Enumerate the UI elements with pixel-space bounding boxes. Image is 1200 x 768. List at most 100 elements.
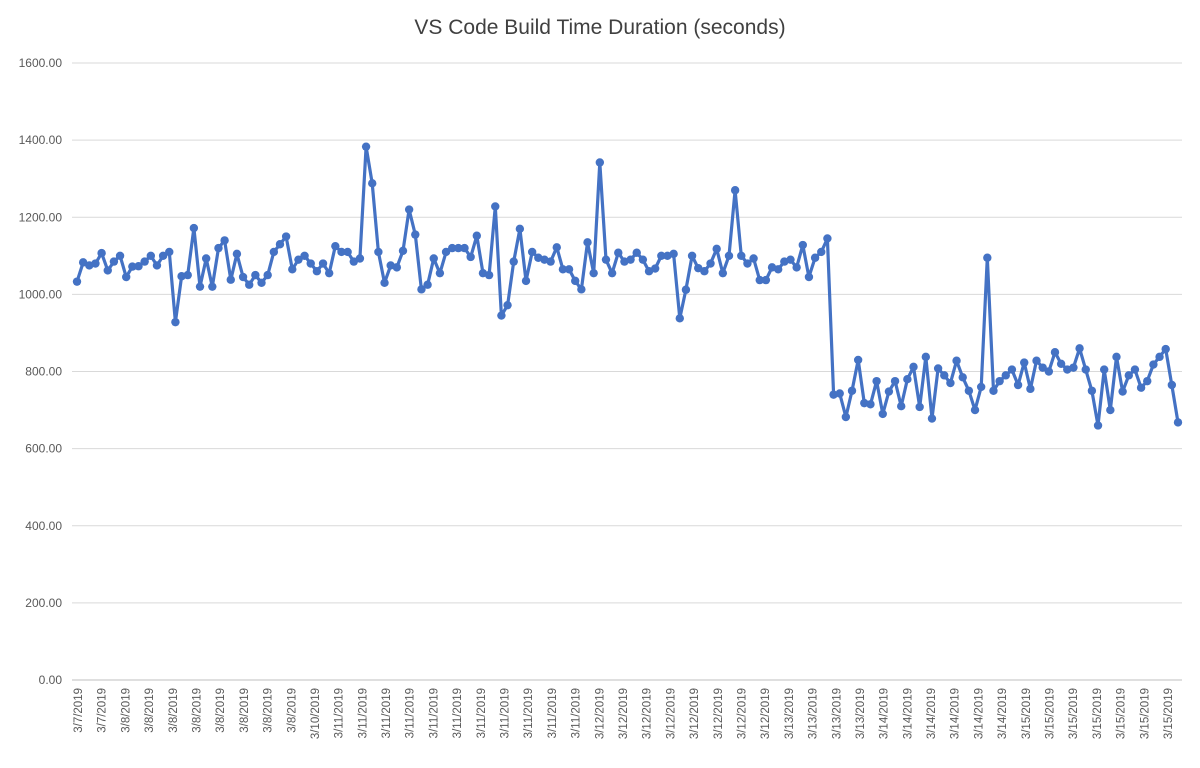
x-tick-label: 3/14/2019 <box>997 688 1009 739</box>
x-tick-label: 3/15/2019 <box>1116 688 1128 739</box>
data-point <box>1136 383 1146 392</box>
data-point <box>1069 363 1078 372</box>
data-point <box>915 402 924 412</box>
data-point <box>318 259 328 268</box>
data-point <box>890 376 900 386</box>
data-point <box>970 405 980 415</box>
data-point <box>884 387 894 396</box>
data-point <box>1155 352 1164 362</box>
data-point <box>1130 365 1140 374</box>
data-point <box>817 247 826 257</box>
data-point <box>411 230 420 239</box>
data-point <box>263 270 272 280</box>
x-tick-label: 3/10/2019 <box>310 688 322 739</box>
data-point <box>909 362 918 372</box>
data-point <box>1050 348 1060 357</box>
data-point <box>201 254 211 263</box>
data-point <box>737 251 746 261</box>
data-point <box>368 179 377 188</box>
x-tick-label: 3/11/2019 <box>547 688 559 738</box>
x-tick-label: 3/8/2019 <box>263 688 275 733</box>
data-point <box>404 205 414 214</box>
data-point <box>337 247 346 257</box>
data-point <box>749 254 758 263</box>
data-point <box>1161 344 1170 354</box>
data-point <box>903 375 912 384</box>
data-point <box>214 243 223 253</box>
data-point <box>497 311 506 320</box>
data-point <box>964 386 974 395</box>
x-tick-label: 3/14/2019 <box>902 688 914 739</box>
data-point <box>454 243 463 253</box>
data-point <box>189 223 199 233</box>
x-tick-label: 3/11/2019 <box>428 688 440 738</box>
data-point <box>91 259 100 268</box>
data-point <box>755 275 764 285</box>
data-point <box>1124 371 1133 380</box>
data-point <box>128 262 137 271</box>
data-point <box>238 272 248 282</box>
data-point <box>183 270 192 280</box>
data-point <box>152 261 162 270</box>
data-point <box>361 142 371 151</box>
x-tick-label: 3/13/2019 <box>855 688 867 739</box>
data-point <box>632 248 641 257</box>
x-tick-label: 3/15/2019 <box>1163 688 1175 739</box>
x-tick-label: 3/8/2019 <box>215 688 227 733</box>
x-tick-label: 3/11/2019 <box>357 688 369 738</box>
data-point <box>841 412 851 422</box>
data-point <box>472 231 482 240</box>
y-tick-label: 0.00 <box>39 673 63 687</box>
data-point <box>595 158 605 167</box>
data-point <box>1056 359 1066 368</box>
data-point <box>989 386 998 395</box>
data-point <box>1149 360 1158 369</box>
y-tick-label: 600.00 <box>25 442 62 456</box>
data-point <box>626 255 635 264</box>
data-point <box>921 352 931 362</box>
data-point <box>220 236 229 245</box>
data-point <box>103 266 112 275</box>
data-point <box>158 251 168 261</box>
data-point <box>718 268 728 278</box>
data-point <box>324 268 334 278</box>
x-tick-label: 3/11/2019 <box>523 688 535 738</box>
data-point <box>343 247 352 257</box>
data-point <box>115 251 125 261</box>
data-point <box>251 270 260 280</box>
data-point <box>484 270 494 280</box>
data-point <box>1001 371 1010 380</box>
data-point <box>940 371 949 380</box>
data-point <box>552 243 561 252</box>
data-point <box>607 268 617 278</box>
x-tick-label: 3/12/2019 <box>642 688 654 739</box>
data-point <box>1143 376 1152 386</box>
y-axis-ticks: 0.00 200.00 400.00 600.00 800.00 1000.00 1200.… <box>19 56 63 687</box>
data-point <box>583 238 592 247</box>
data-point <box>933 364 943 373</box>
data-point <box>564 265 574 274</box>
data-point <box>1118 387 1127 396</box>
data-point <box>1167 380 1177 390</box>
data-point <box>706 259 715 268</box>
data-point <box>952 356 961 365</box>
x-tick-label: 3/15/2019 <box>1092 688 1104 739</box>
y-tick-label: 400.00 <box>25 519 62 533</box>
x-tick-label: 3/15/2019 <box>1068 688 1080 739</box>
data-point <box>1106 405 1115 415</box>
x-tick-label: 3/12/2019 <box>713 688 725 739</box>
data-point <box>1075 344 1084 353</box>
data-point <box>195 282 205 291</box>
chart-title: VS Code Build Time Duration (seconds) <box>414 16 786 39</box>
data-point <box>798 240 807 250</box>
data-point <box>109 257 119 266</box>
data-point <box>1020 358 1029 367</box>
data-point <box>1026 384 1035 394</box>
x-tick-label: 3/11/2019 <box>405 688 417 738</box>
data-point <box>232 249 242 259</box>
data-point <box>294 255 303 264</box>
x-tick-label: 3/15/2019 <box>1021 688 1033 739</box>
x-tick-label: 3/11/2019 <box>334 688 346 738</box>
y-tick-label: 1400.00 <box>19 133 63 147</box>
